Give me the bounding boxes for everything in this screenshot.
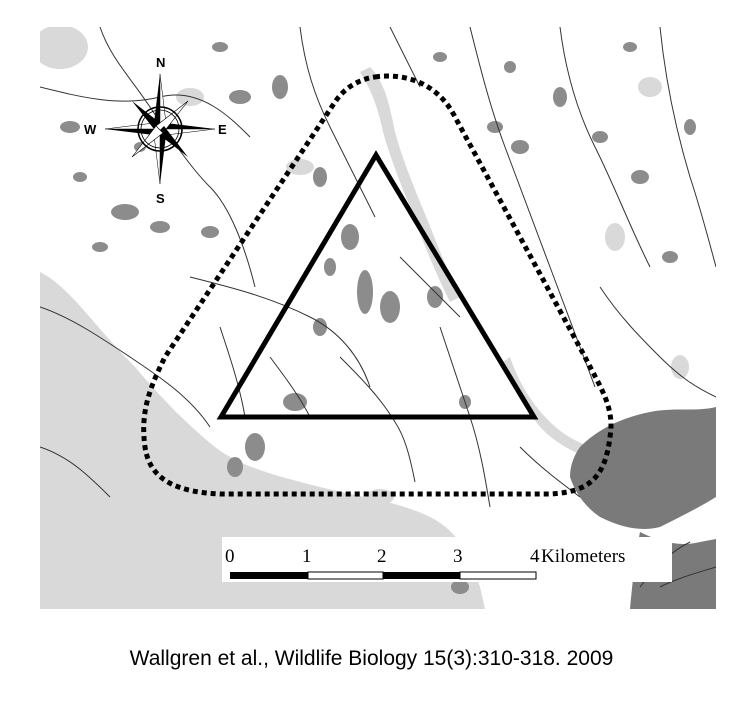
scale-label-4: 4: [530, 546, 540, 567]
study-triangle: [216, 150, 539, 420]
map-panel: N S E W 0 1 2 3 4 Kilometers: [40, 27, 716, 609]
roads: [40, 27, 716, 588]
scale-label-3: 3: [453, 546, 463, 567]
compass-south: S: [156, 191, 165, 206]
compass-rose: N S E W: [84, 55, 227, 206]
river: [360, 67, 460, 302]
map-canvas: N S E W: [40, 27, 716, 609]
compass-east: E: [218, 122, 227, 137]
figure-caption: Wallgren et al., Wildlife Biology 15(3):…: [129, 647, 614, 670]
scale-label-1: 1: [302, 546, 312, 567]
scale-label-0: 0: [225, 546, 235, 567]
scale-bar: [230, 571, 537, 580]
compass-west: W: [84, 122, 97, 137]
scale-label-2: 2: [377, 546, 387, 567]
wetland-patches: [60, 42, 696, 594]
compass-north: N: [156, 55, 165, 70]
urban-area: [570, 407, 716, 529]
lake-large: [40, 272, 485, 609]
scale-unit: Kilometers: [541, 546, 626, 567]
study-area-buffer: [141, 73, 614, 497]
